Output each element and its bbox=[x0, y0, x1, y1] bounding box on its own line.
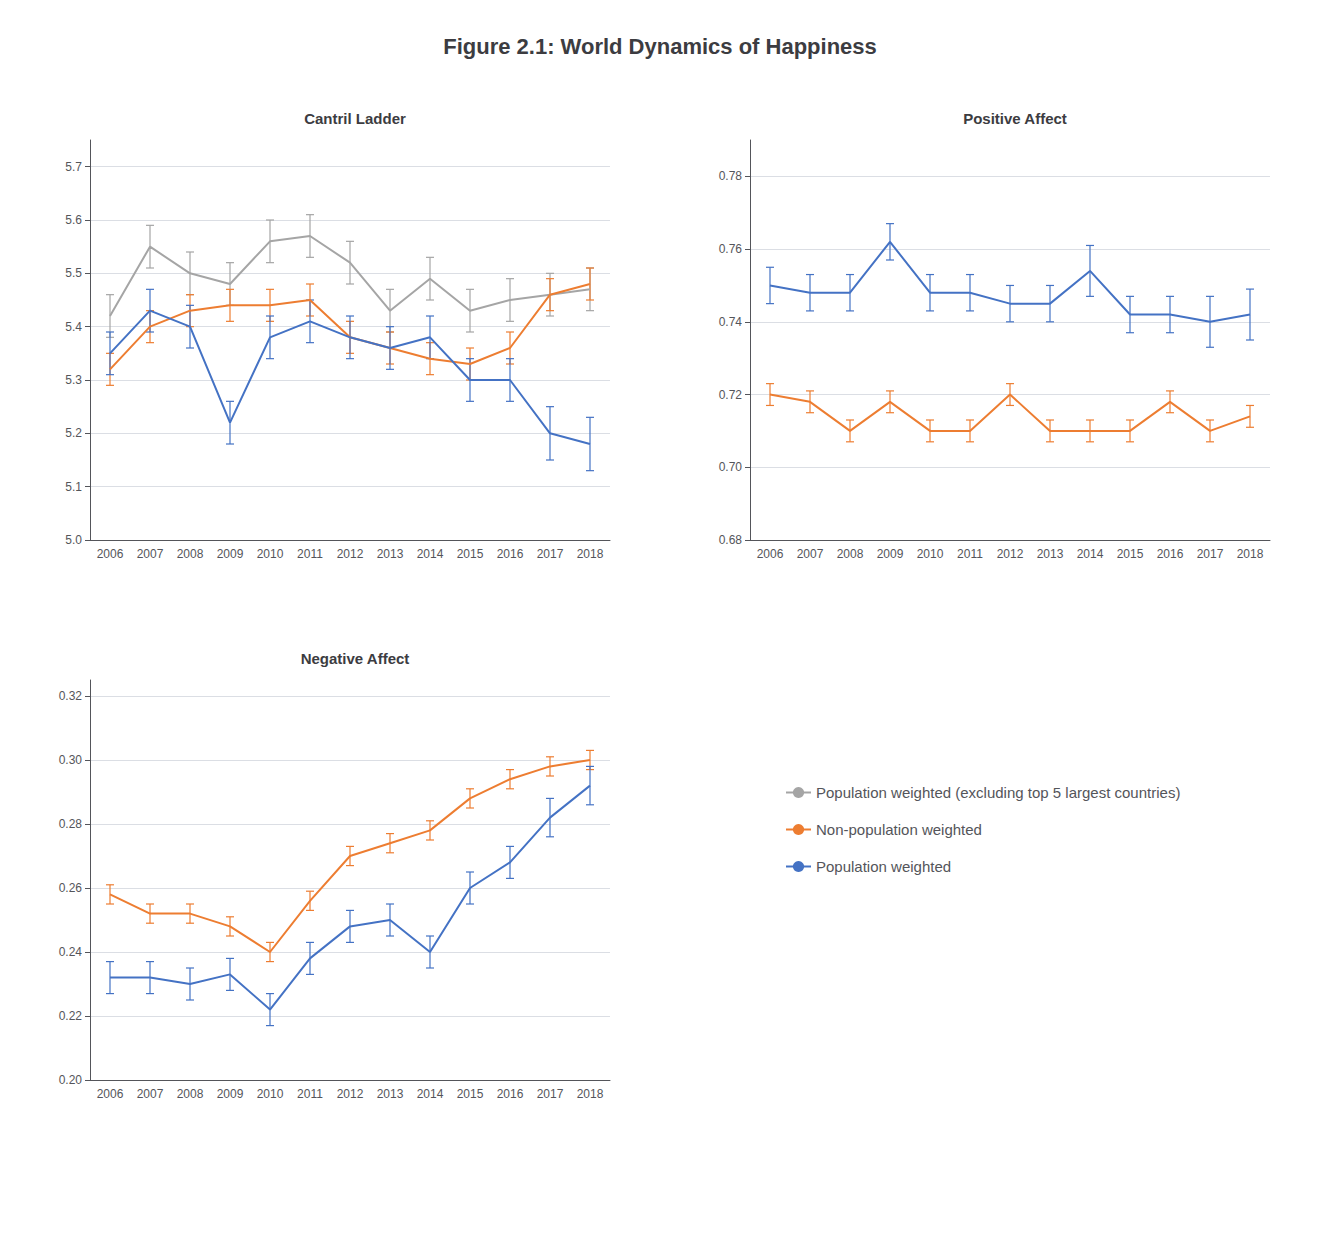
svg-text:0.78: 0.78 bbox=[719, 169, 743, 183]
svg-text:2010: 2010 bbox=[257, 1087, 284, 1101]
svg-text:0.28: 0.28 bbox=[59, 817, 83, 831]
svg-text:2011: 2011 bbox=[297, 547, 323, 561]
svg-text:5.6: 5.6 bbox=[65, 213, 82, 227]
svg-text:2006: 2006 bbox=[97, 547, 124, 561]
svg-text:2017: 2017 bbox=[537, 1087, 564, 1101]
svg-text:Population weighted: Population weighted bbox=[816, 858, 951, 875]
svg-text:Positive Affect: Positive Affect bbox=[963, 110, 1067, 127]
svg-text:0.74: 0.74 bbox=[719, 315, 743, 329]
svg-text:5.4: 5.4 bbox=[65, 320, 82, 334]
svg-text:2017: 2017 bbox=[537, 547, 564, 561]
svg-text:0.30: 0.30 bbox=[59, 753, 83, 767]
svg-text:2018: 2018 bbox=[577, 547, 604, 561]
svg-text:5.3: 5.3 bbox=[65, 373, 82, 387]
svg-text:2014: 2014 bbox=[417, 1087, 444, 1101]
svg-text:0.70: 0.70 bbox=[719, 460, 743, 474]
svg-text:2018: 2018 bbox=[577, 1087, 604, 1101]
svg-text:2015: 2015 bbox=[457, 1087, 484, 1101]
svg-text:2015: 2015 bbox=[457, 547, 484, 561]
svg-text:2010: 2010 bbox=[917, 547, 944, 561]
svg-text:2008: 2008 bbox=[177, 547, 204, 561]
svg-text:2008: 2008 bbox=[177, 1087, 204, 1101]
svg-text:2013: 2013 bbox=[377, 1087, 404, 1101]
svg-text:2016: 2016 bbox=[497, 1087, 524, 1101]
svg-text:5.7: 5.7 bbox=[65, 160, 82, 174]
svg-text:2007: 2007 bbox=[137, 547, 164, 561]
svg-text:Cantril Ladder: Cantril Ladder bbox=[304, 110, 406, 127]
svg-text:2013: 2013 bbox=[377, 547, 404, 561]
svg-text:0.32: 0.32 bbox=[59, 689, 83, 703]
svg-text:2017: 2017 bbox=[1197, 547, 1224, 561]
svg-text:2012: 2012 bbox=[337, 547, 364, 561]
svg-text:2007: 2007 bbox=[137, 1087, 164, 1101]
svg-text:2011: 2011 bbox=[957, 547, 983, 561]
svg-text:2009: 2009 bbox=[217, 1087, 244, 1101]
svg-text:2007: 2007 bbox=[797, 547, 824, 561]
svg-text:Population weighted (excluding: Population weighted (excluding top 5 lar… bbox=[816, 784, 1180, 801]
svg-text:5.2: 5.2 bbox=[65, 426, 82, 440]
svg-text:0.68: 0.68 bbox=[719, 533, 743, 547]
svg-text:2011: 2011 bbox=[297, 1087, 323, 1101]
svg-text:2009: 2009 bbox=[877, 547, 904, 561]
svg-text:2016: 2016 bbox=[1157, 547, 1184, 561]
svg-text:5.0: 5.0 bbox=[65, 533, 82, 547]
svg-text:0.26: 0.26 bbox=[59, 881, 83, 895]
svg-text:2008: 2008 bbox=[837, 547, 864, 561]
svg-text:2013: 2013 bbox=[1037, 547, 1064, 561]
svg-text:2012: 2012 bbox=[337, 1087, 364, 1101]
svg-text:0.76: 0.76 bbox=[719, 242, 743, 256]
svg-text:2014: 2014 bbox=[417, 547, 444, 561]
svg-text:2009: 2009 bbox=[217, 547, 244, 561]
svg-text:0.20: 0.20 bbox=[59, 1073, 83, 1087]
svg-text:2006: 2006 bbox=[97, 1087, 124, 1101]
svg-text:5.1: 5.1 bbox=[65, 480, 82, 494]
svg-text:2010: 2010 bbox=[257, 547, 284, 561]
svg-text:0.72: 0.72 bbox=[719, 388, 743, 402]
svg-text:5.5: 5.5 bbox=[65, 266, 82, 280]
svg-text:0.24: 0.24 bbox=[59, 945, 83, 959]
svg-text:2006: 2006 bbox=[757, 547, 784, 561]
svg-text:Negative Affect: Negative Affect bbox=[301, 650, 410, 667]
svg-text:2018: 2018 bbox=[1237, 547, 1264, 561]
svg-text:2016: 2016 bbox=[497, 547, 524, 561]
svg-text:Non-population weighted: Non-population weighted bbox=[816, 821, 982, 838]
svg-text:2015: 2015 bbox=[1117, 547, 1144, 561]
svg-text:Figure 2.1: World Dynamics of: Figure 2.1: World Dynamics of Happiness bbox=[443, 34, 877, 59]
svg-text:2014: 2014 bbox=[1077, 547, 1104, 561]
svg-text:0.22: 0.22 bbox=[59, 1009, 83, 1023]
svg-text:2012: 2012 bbox=[997, 547, 1024, 561]
